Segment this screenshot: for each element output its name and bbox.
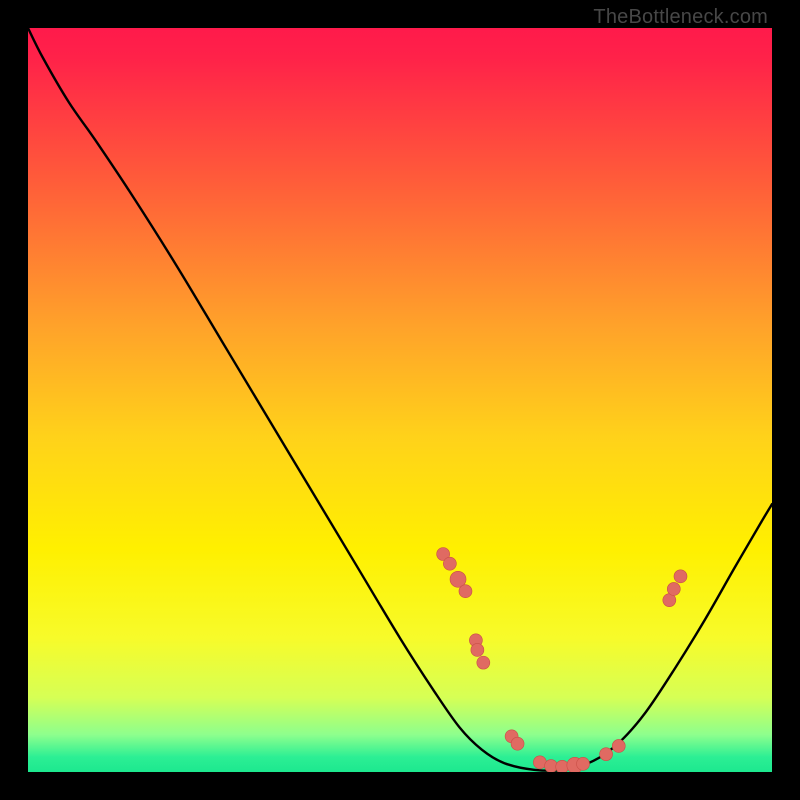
data-markers — [437, 548, 687, 772]
data-marker — [459, 585, 472, 598]
data-marker — [443, 557, 456, 570]
plot-area — [28, 28, 772, 772]
data-marker — [477, 656, 490, 669]
data-marker — [600, 748, 613, 761]
bottleneck-curve — [28, 28, 772, 771]
data-marker — [471, 643, 484, 656]
data-marker — [667, 582, 680, 595]
data-marker — [612, 739, 625, 752]
watermark-text: TheBottleneck.com — [593, 6, 768, 29]
data-marker — [511, 737, 524, 750]
chart-svg — [28, 28, 772, 772]
chart-frame: TheBottleneck.com — [0, 0, 800, 800]
data-marker — [577, 757, 590, 770]
data-marker — [674, 570, 687, 583]
